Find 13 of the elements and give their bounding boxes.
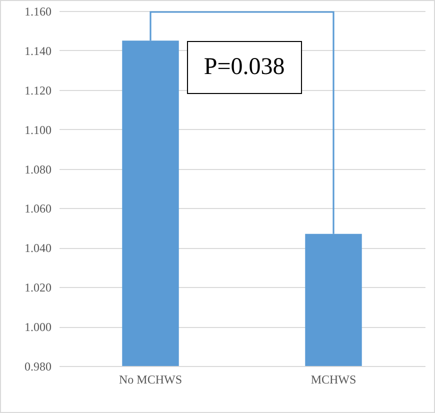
y-tick-label: 1.100 [24,122,52,137]
y-tick-label: 1.040 [24,241,52,256]
x-tick-label: No MCHWS [118,372,182,386]
annotation: P=0.038 [186,41,302,94]
y-tick-label: 1.120 [24,83,52,98]
y-tick-label: 1.080 [24,162,52,176]
y-tick-label: 1.060 [24,202,52,216]
y-tick-label: 1.000 [24,320,52,334]
x-tick-label: MCHWS [310,372,356,386]
y-tick-label: 1.160 [24,4,52,18]
y-tick-label: 1.140 [24,44,52,58]
y-tick-label: 0.980 [24,360,52,374]
y-tick-label: 1.020 [24,280,52,295]
